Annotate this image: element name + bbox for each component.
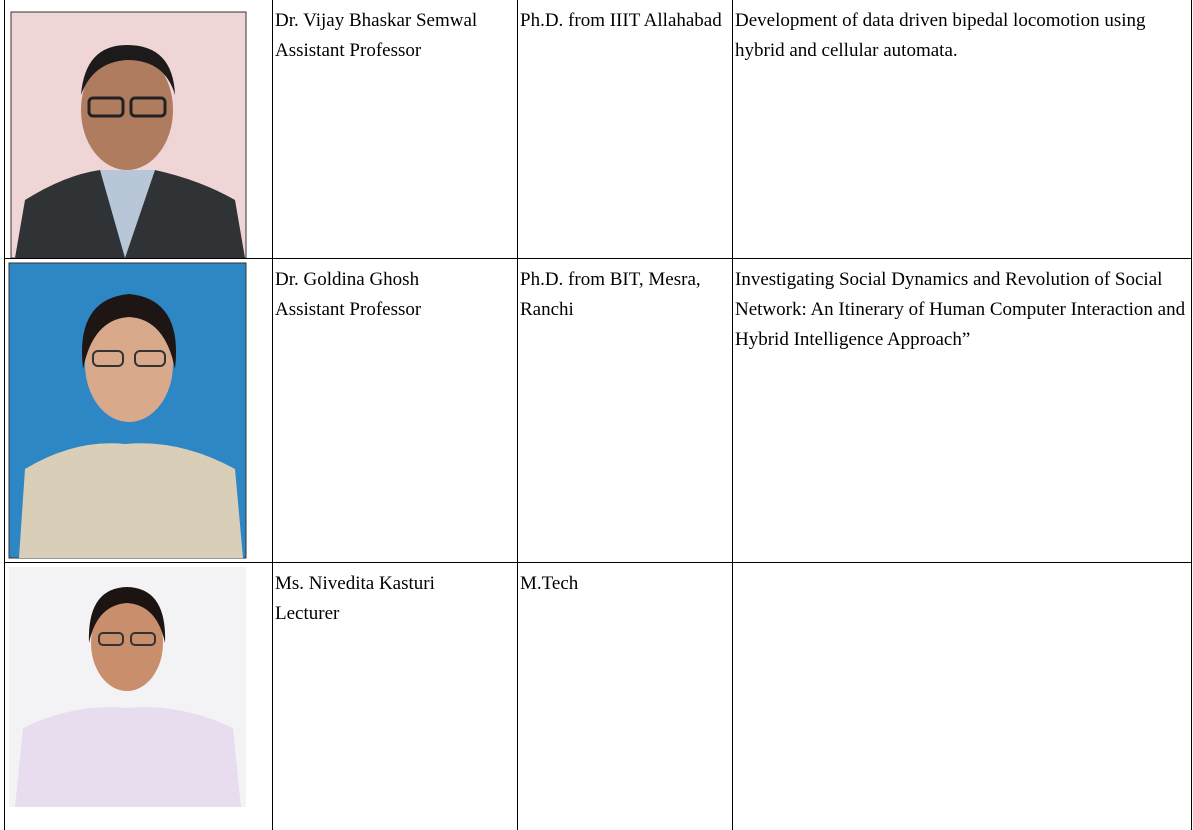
research: Investigating Social Dynamics and Revolu…: [735, 269, 1185, 350]
research-cell: Development of data driven bipedal locom…: [733, 0, 1192, 259]
faculty-name: Dr. Vijay Bhaskar Semwal: [275, 6, 515, 36]
research: Development of data driven bipedal locom…: [735, 10, 1146, 61]
designation: Assistant Professor: [275, 36, 515, 66]
qualification: M.Tech: [520, 573, 578, 594]
qualification-cell: M.Tech: [518, 563, 733, 830]
faculty-name: Ms. Nivedita Kasturi: [275, 569, 515, 599]
qualification: Ph.D. from BIT, Mesra, Ranchi: [520, 269, 701, 320]
research-cell: [733, 563, 1192, 830]
photo-cell: [5, 0, 273, 259]
photo: [5, 259, 273, 562]
research-cell: Investigating Social Dynamics and Revolu…: [733, 259, 1192, 563]
qualification-cell: Ph.D. from IIIT Allahabad: [518, 0, 733, 259]
photo: [5, 563, 273, 830]
photo-cell: [5, 259, 273, 563]
designation: Assistant Professor: [275, 295, 515, 325]
designation: Lecturer: [275, 599, 515, 629]
faculty-name: Dr. Goldina Ghosh: [275, 265, 515, 295]
qualification-cell: Ph.D. from BIT, Mesra, Ranchi: [518, 259, 733, 563]
qualification: Ph.D. from IIIT Allahabad: [520, 10, 722, 31]
photo: [5, 0, 273, 258]
photo-cell: [5, 563, 273, 830]
